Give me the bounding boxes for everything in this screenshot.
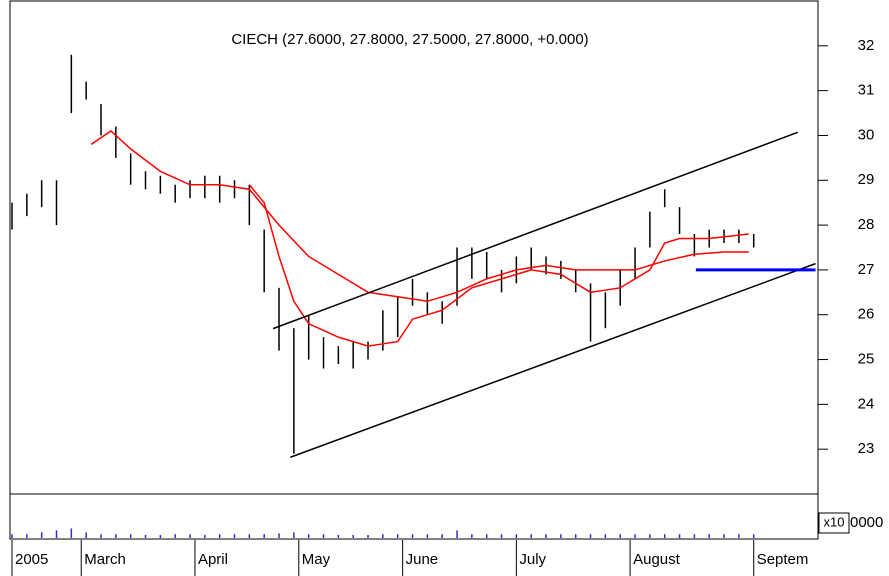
trend-line [272,131,798,330]
y-tick-label: 23 [858,440,875,457]
y-tick-label: 26 [858,306,875,323]
volume-label: x10 [824,514,845,529]
y-tick-label: 29 [858,171,875,188]
x-tick-label: May [302,551,331,568]
x-tick-label: March [84,551,126,568]
y-tick-label: 32 [858,37,875,54]
x-tick-label: August [633,551,681,568]
volume-label-suffix: 0000 [850,514,883,531]
chart-title: CIECH (27.6000, 27.8000, 27.5000, 27.800… [231,31,588,48]
x-tick-label: Septem [757,551,809,568]
moving-average [248,184,749,347]
x-tick-label: June [406,551,439,568]
y-tick-label: 27 [858,261,875,278]
x-tick-label: July [519,551,546,568]
y-tick-label: 25 [858,351,875,368]
y-tick-label: 31 [858,82,875,99]
y-tick-label: 24 [858,395,875,412]
y-tick-label: 28 [858,216,875,233]
volume-label-box [818,512,850,534]
x-tick-label: 2005 [15,551,48,568]
y-tick-label: 30 [858,126,875,143]
moving-average [90,130,749,303]
x-tick-label: April [198,551,228,568]
trend-line [290,262,816,458]
